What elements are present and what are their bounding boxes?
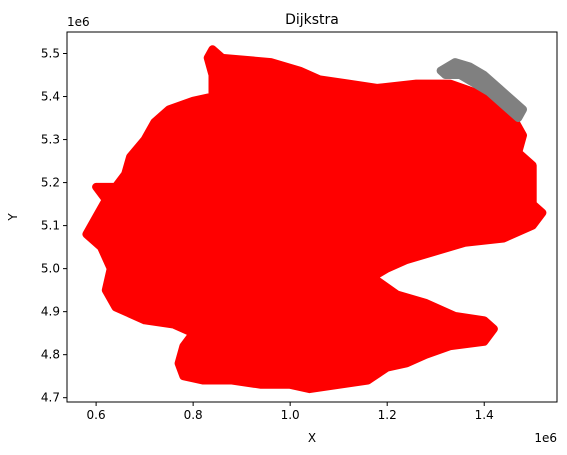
y-tick-label: 5.3 xyxy=(41,133,60,147)
y-tick-label: 5.2 xyxy=(41,176,60,190)
y-tick-label: 5.1 xyxy=(41,219,60,233)
x-tick-label: 0.6 xyxy=(87,408,106,422)
series-0-region xyxy=(82,45,547,394)
y-axis: 4.7 4.8 4.9 5.0 5.1 5.2 5.3 5.4 5.5 xyxy=(41,47,67,405)
y-tick-label: 5.4 xyxy=(41,90,60,104)
y-axis-label: Y xyxy=(6,213,20,222)
series-1-region xyxy=(436,58,527,122)
x-tick-label: 1.0 xyxy=(281,408,300,422)
x-axis-label: X xyxy=(308,431,316,445)
x-tick-label: 1.2 xyxy=(378,408,397,422)
y-tick-label: 4.7 xyxy=(41,391,60,405)
x-tick-label: 1.4 xyxy=(475,408,494,422)
chart-title: Dijkstra xyxy=(285,12,339,28)
y-tick-label: 4.8 xyxy=(41,348,60,362)
x-tick-label: 0.8 xyxy=(184,408,203,422)
axes-frame xyxy=(66,31,558,403)
y-tick-label: 5.0 xyxy=(41,262,60,276)
x-offset-label: 1e6 xyxy=(534,431,557,445)
y-tick-label: 4.9 xyxy=(41,305,60,319)
y-tick-label: 5.5 xyxy=(41,47,60,61)
x-axis: 0.6 0.8 1.0 1.2 1.4 xyxy=(87,402,494,422)
y-offset-label: 1e6 xyxy=(67,15,90,29)
plot-area xyxy=(82,45,547,394)
